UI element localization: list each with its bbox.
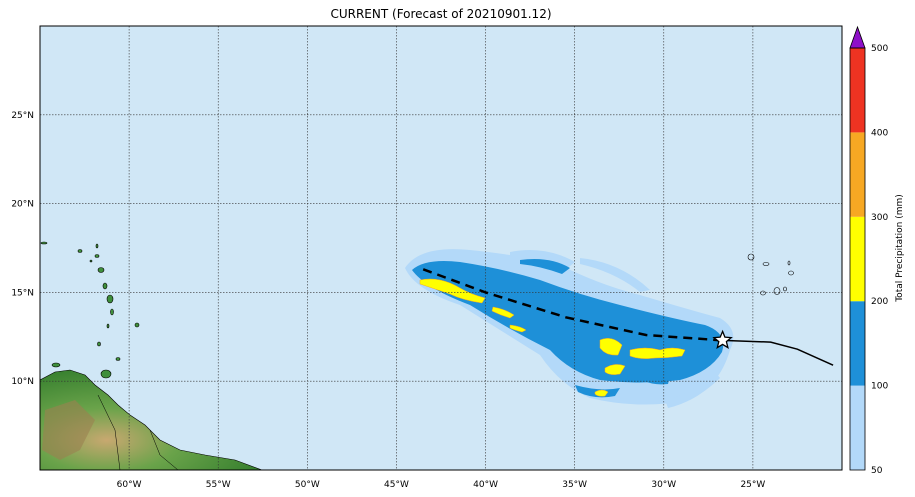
country-border [149, 429, 179, 470]
colorbar-tick-label: 500 [871, 44, 888, 54]
map-title: CURRENT (Forecast of 20210901.12) [330, 7, 552, 21]
storm-track-past [722, 339, 834, 366]
colorbar-frame [849, 47, 866, 471]
longitude-tick-label: 60°W [117, 480, 142, 490]
colorbar-label: Total Precipitation (mm) [895, 194, 905, 303]
longitude-tick-label: 35°W [562, 480, 587, 490]
latitude-labels: 25°N 20°N 15°N 10°N [11, 111, 34, 387]
precip-band-200 [419, 278, 686, 397]
ocean-background [40, 26, 842, 470]
storm-track-forecast [422, 268, 723, 342]
longitude-tick-label: 50°W [295, 480, 320, 490]
longitude-tick-label: 30°W [651, 480, 676, 490]
latitude-tick-label: 10°N [11, 377, 34, 387]
venezuela-highlands [42, 400, 95, 460]
current-position-star-icon [712, 329, 733, 349]
longitude-labels: 60°W 55°W 50°W 45°W 40°W 35°W 30°W 25°W [117, 480, 766, 490]
map-frame [39, 25, 843, 471]
latitude-tick-label: 20°N [11, 200, 34, 210]
colorbar-tick-label: 300 [871, 213, 888, 223]
latitude-tick-label: 15°N [11, 288, 34, 298]
graticule [40, 26, 842, 470]
colorbar-segment [850, 216, 865, 302]
south-america-landmass [40, 369, 263, 470]
country-border [97, 394, 121, 470]
cape-verde-islands [747, 253, 794, 296]
colorbar-segment [850, 385, 865, 470]
colorbar: 500 400 300 200 100 50 [849, 25, 888, 476]
longitude-tick-label: 25°W [740, 480, 765, 490]
colorbar-extend-arrow [849, 25, 866, 49]
colorbar-tick-label: 50 [871, 466, 883, 476]
colorbar-tick-label: 200 [871, 297, 888, 307]
longitude-tick-label: 55°W [206, 480, 231, 490]
latitude-tick-label: 25°N [11, 111, 34, 121]
colorbar-segment [850, 301, 865, 386]
longitude-tick-label: 40°W [473, 480, 498, 490]
longitude-tick-label: 45°W [384, 480, 409, 490]
precip-band-100 [520, 259, 570, 274]
lesser-antilles-islands [40, 241, 140, 379]
colorbar-segment [850, 132, 865, 217]
colorbar-segment [850, 48, 865, 133]
colorbar-tick-label: 400 [871, 128, 888, 138]
precip-band-50 [580, 258, 650, 292]
colorbar-tick-label: 100 [871, 382, 888, 392]
